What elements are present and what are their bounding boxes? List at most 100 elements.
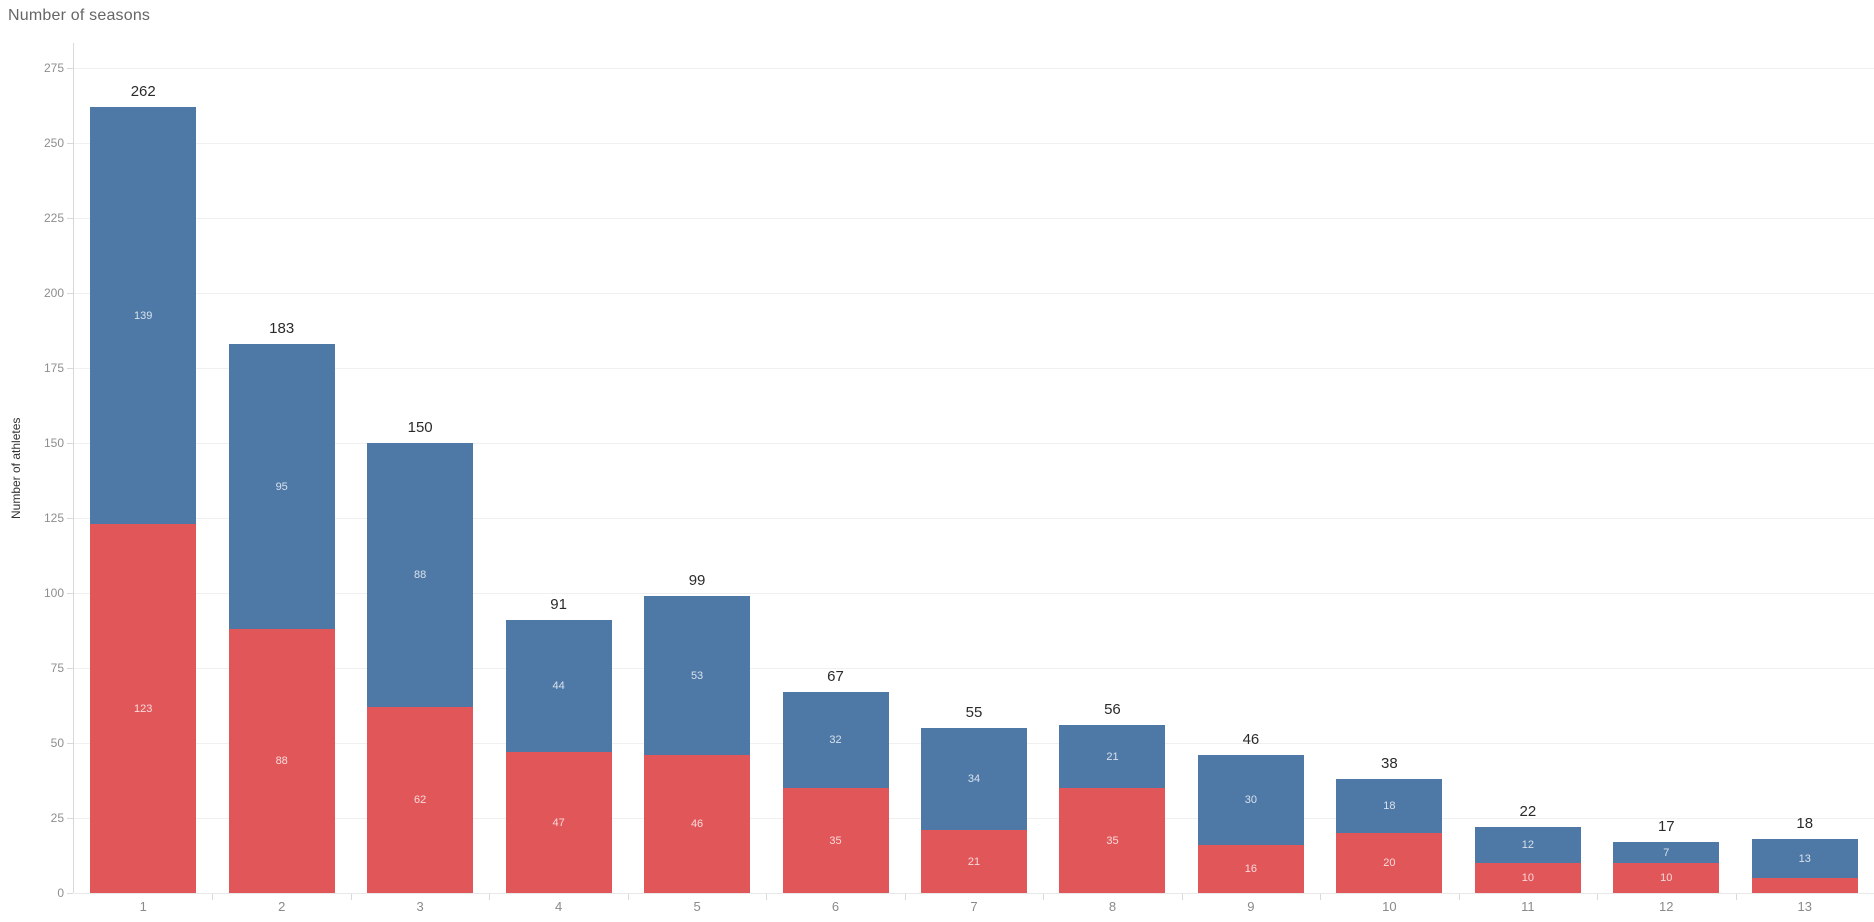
segment-value-label: 20 xyxy=(1383,857,1396,869)
bar-total-label: 262 xyxy=(130,83,156,100)
bar-total-label: 183 xyxy=(269,320,295,337)
gridline xyxy=(74,143,1874,144)
bar-total-label: 17 xyxy=(1657,818,1675,835)
y-tick-label: 275 xyxy=(43,61,64,75)
x-tick-label: 8 xyxy=(1108,899,1117,914)
x-tick-mark xyxy=(489,894,491,900)
segment-value-label: 95 xyxy=(275,480,288,493)
x-tick-mark xyxy=(766,894,768,900)
bar-bottom-red-segment[interactable] xyxy=(228,629,335,893)
bar-top-blue-segment[interactable] xyxy=(1059,725,1166,788)
bar-top-blue-segment[interactable] xyxy=(228,344,335,629)
x-tick-mark xyxy=(1597,894,1599,900)
bar-bottom-red-segment[interactable] xyxy=(1751,878,1858,893)
bar-bottom-red-segment[interactable] xyxy=(1474,863,1581,893)
y-tick-label: 125 xyxy=(43,511,64,525)
segment-value-label: 7 xyxy=(1663,846,1670,859)
y-tick-mark xyxy=(67,893,73,894)
segment-value-label: 13 xyxy=(1798,852,1811,865)
bar-total-label: 18 xyxy=(1796,815,1814,832)
x-tick-mark xyxy=(1181,894,1183,900)
y-tick-label: 50 xyxy=(50,736,64,750)
bar-top-blue-segment[interactable] xyxy=(1336,779,1443,833)
x-tick-label: 5 xyxy=(693,899,701,914)
y-tick-mark xyxy=(67,668,73,669)
segment-value-label: 32 xyxy=(829,734,842,746)
bar-top-blue-segment[interactable] xyxy=(1474,827,1581,863)
gridline xyxy=(74,668,1874,669)
x-tick-mark xyxy=(904,894,906,900)
gridline xyxy=(74,218,1874,219)
x-tick-label: 6 xyxy=(831,899,840,914)
bar-top-blue-segment[interactable] xyxy=(1751,839,1858,878)
bar-bottom-red-segment[interactable] xyxy=(1613,863,1720,893)
gridline xyxy=(74,368,1874,369)
x-tick-label: 7 xyxy=(970,899,978,914)
chart-title: Number of seasons xyxy=(8,7,151,24)
bar-top-blue-segment[interactable] xyxy=(644,596,751,755)
bar-top-blue-segment[interactable] xyxy=(367,443,474,707)
bar-bottom-red-segment[interactable] xyxy=(644,755,751,893)
bar-total-label: 99 xyxy=(688,572,706,589)
x-tick-label: 11 xyxy=(1521,899,1535,914)
x-tick-mark xyxy=(1043,894,1045,900)
x-tick-label: 12 xyxy=(1659,899,1674,914)
segment-value-label: 44 xyxy=(552,680,565,692)
bar-top-blue-segment[interactable] xyxy=(1613,842,1720,863)
bar-top-blue-segment[interactable] xyxy=(921,728,1027,830)
bar-top-blue-segment[interactable] xyxy=(505,620,612,752)
bar-top-blue-segment[interactable] xyxy=(1197,755,1304,845)
y-tick-mark xyxy=(67,293,73,294)
x-tick-label: 13 xyxy=(1797,899,1812,914)
y-tick-mark xyxy=(67,143,73,144)
bar-top-blue-segment[interactable] xyxy=(90,107,197,524)
y-tick-mark xyxy=(67,368,73,369)
y-tick-mark xyxy=(67,518,73,519)
y-tick-label: 25 xyxy=(50,811,64,825)
y-tick-mark xyxy=(67,68,73,69)
x-tick-label: 4 xyxy=(554,899,563,914)
x-tick-mark xyxy=(627,894,629,900)
segment-value-label: 16 xyxy=(1244,863,1258,875)
bar-bottom-red-segment[interactable] xyxy=(90,524,197,893)
segment-value-label: 139 xyxy=(134,309,153,322)
x-tick-mark xyxy=(1458,894,1460,900)
y-tick-label: 100 xyxy=(43,586,64,600)
bar-bottom-red-segment[interactable] xyxy=(1197,845,1304,893)
x-tick-label: 3 xyxy=(416,899,424,914)
segment-value-label: 47 xyxy=(552,816,565,829)
x-tick-label: 2 xyxy=(278,899,286,914)
segment-value-label: 30 xyxy=(1244,794,1258,806)
bar-bottom-red-segment[interactable] xyxy=(367,707,474,893)
x-tick-mark xyxy=(1735,894,1737,900)
bar-bottom-red-segment[interactable] xyxy=(1336,833,1443,893)
bar-bottom-red-segment[interactable] xyxy=(921,830,1027,893)
y-tick-label: 0 xyxy=(57,886,64,900)
segment-value-label: 53 xyxy=(690,669,704,682)
gridline xyxy=(74,593,1874,594)
x-tick-label: 1 xyxy=(139,899,147,914)
segment-value-label: 12 xyxy=(1521,839,1534,851)
segment-value-label: 18 xyxy=(1383,800,1396,812)
bar-total-label: 22 xyxy=(1519,803,1537,820)
gridline xyxy=(74,443,1874,444)
gridline xyxy=(74,293,1874,294)
bar-total-label: 46 xyxy=(1242,731,1260,748)
bar-bottom-red-segment[interactable] xyxy=(782,788,889,893)
bar-bottom-red-segment[interactable] xyxy=(1059,788,1166,893)
x-tick-mark xyxy=(1320,894,1322,900)
segment-value-label: 123 xyxy=(134,702,153,715)
segment-value-label: 10 xyxy=(1521,872,1534,884)
y-tick-label: 75 xyxy=(50,661,64,675)
bar-bottom-red-segment[interactable] xyxy=(505,752,612,893)
bar-total-label: 56 xyxy=(1104,701,1121,718)
segment-value-label: 88 xyxy=(275,755,288,767)
bar-total-label: 91 xyxy=(550,596,567,613)
y-tick-mark xyxy=(67,743,73,744)
segment-value-label: 88 xyxy=(414,569,427,581)
y-tick-label: 175 xyxy=(43,361,64,375)
segment-value-label: 34 xyxy=(967,773,981,785)
bar-top-blue-segment[interactable] xyxy=(782,692,889,788)
y-tick-mark xyxy=(67,218,73,219)
segment-value-label: 10 xyxy=(1660,872,1673,884)
